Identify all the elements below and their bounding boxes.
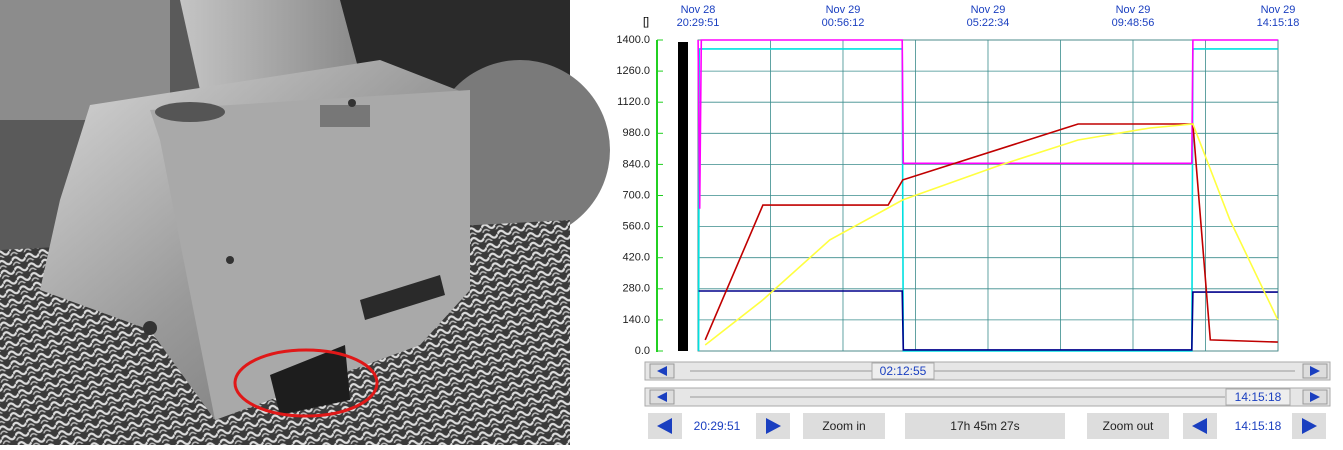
photo (0, 0, 610, 445)
zoom-in-button[interactable] (803, 413, 885, 439)
zoom-in-label: Zoom in (822, 419, 865, 433)
y-tick-label: 1400.0 (616, 34, 650, 46)
scroll-time: 02:12:55 (880, 364, 927, 378)
scroll-time: 14:15:18 (1235, 390, 1282, 404)
x-tick-date: Nov 29 (1261, 4, 1296, 16)
end-time: 14:15:18 (1235, 419, 1282, 433)
x-tick-date: Nov 28 (681, 4, 716, 16)
x-tick-time: 09:48:56 (1112, 17, 1155, 29)
plot: 0.0 140.0 280.0 420.0 560.0 700.0 840.0 980.0 11… (616, 4, 1299, 357)
y-tick-label: 420.0 (622, 252, 650, 264)
y-tick-label: 140.0 (622, 314, 650, 326)
y-tick-label: 840.0 (622, 158, 650, 170)
scroll-thumb[interactable] (871, 362, 935, 380)
zoom-out-label: Zoom out (1103, 419, 1154, 433)
x-tick-date: Nov 29 (971, 4, 1006, 16)
x-tick-date: Nov 29 (1116, 4, 1151, 16)
y-tick-label: 0.0 (635, 345, 650, 357)
span-box (905, 413, 1065, 439)
series-line (697, 39, 1278, 209)
y-tick-label: 1260.0 (616, 65, 650, 77)
y-tick-label: 700.0 (622, 189, 650, 201)
start-time: 20:29:51 (694, 419, 741, 433)
x-tick-time: 00:56:12 (822, 17, 865, 29)
y-tick-label: 560.0 (622, 221, 650, 233)
x-tick-time: 20:29:51 (677, 17, 720, 29)
time-span: 17h 45m 27s (950, 419, 1019, 433)
zoom-out-button[interactable] (1087, 413, 1169, 439)
x-tick-date: Nov 29 (826, 4, 861, 16)
x-tick-time: 05:22:34 (967, 17, 1010, 29)
x-tick-time: 14:15:18 (1257, 17, 1300, 29)
series-line (704, 123, 1278, 343)
y-tick-label: 1120.0 (617, 96, 650, 108)
y-unit: [] (643, 16, 649, 28)
level-bar (678, 42, 688, 351)
y-tick-label: 280.0 (622, 283, 650, 295)
scroll-thumb[interactable] (1225, 388, 1291, 406)
controls: 02:12:55 14:15:18 20:29:51 Zoom in 17h 4… (644, 361, 1331, 439)
series-line (704, 123, 1279, 346)
y-tick-label: 980.0 (622, 127, 650, 139)
